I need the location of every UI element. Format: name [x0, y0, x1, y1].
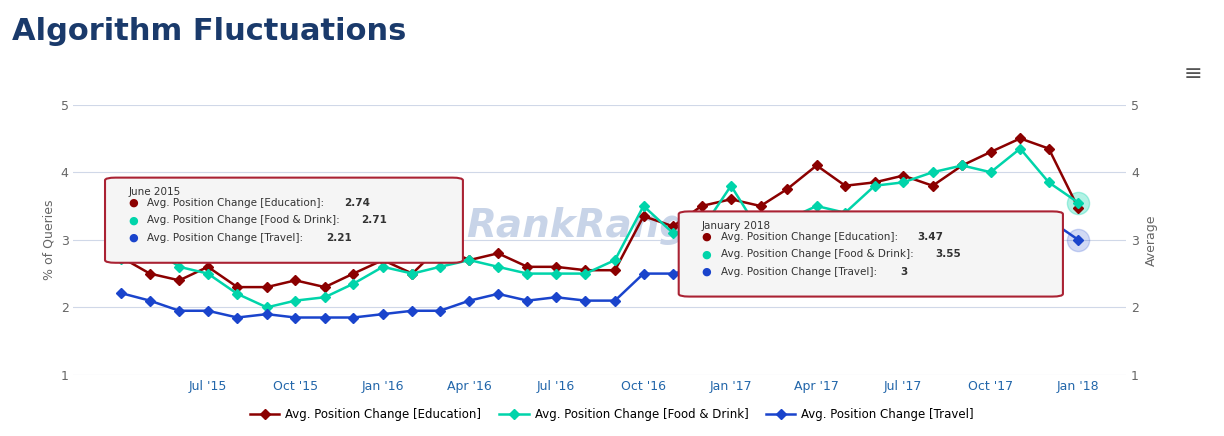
Text: 2.21: 2.21 [327, 233, 353, 243]
Y-axis label: % of Queries: % of Queries [42, 200, 55, 280]
Text: ≡: ≡ [1184, 64, 1203, 84]
Y-axis label: Average: Average [1144, 214, 1158, 266]
Text: Avg. Position Change [Food & Drink]:: Avg. Position Change [Food & Drink]: [721, 249, 917, 259]
Text: RankRanger: RankRanger [466, 207, 733, 245]
Text: Avg. Position Change [Education]:: Avg. Position Change [Education]: [147, 198, 328, 208]
Text: ●: ● [129, 233, 138, 243]
Text: 3: 3 [901, 267, 907, 277]
Text: Algorithm Fluctuations: Algorithm Fluctuations [12, 17, 406, 47]
Text: Avg. Position Change [Travel]:: Avg. Position Change [Travel]: [721, 267, 880, 277]
Text: ●: ● [701, 232, 711, 242]
Text: ●: ● [129, 198, 138, 208]
Text: Avg. Position Change [Travel]:: Avg. Position Change [Travel]: [147, 233, 306, 243]
Text: ●: ● [701, 267, 711, 277]
FancyBboxPatch shape [105, 177, 463, 263]
Text: January 2018: January 2018 [701, 221, 771, 231]
Text: ●: ● [701, 249, 711, 259]
Text: June 2015: June 2015 [129, 187, 180, 197]
Legend: Avg. Position Change [Education], Avg. Position Change [Food & Drink], Avg. Posi: Avg. Position Change [Education], Avg. P… [245, 403, 979, 426]
FancyBboxPatch shape [678, 211, 1062, 296]
Text: 2.74: 2.74 [344, 198, 370, 208]
Text: 2.71: 2.71 [361, 215, 387, 225]
Text: Avg. Position Change [Food & Drink]:: Avg. Position Change [Food & Drink]: [147, 215, 343, 225]
Text: ●: ● [129, 215, 138, 225]
Text: Avg. Position Change [Education]:: Avg. Position Change [Education]: [721, 232, 901, 242]
Text: 3.55: 3.55 [935, 249, 961, 259]
Text: 3.47: 3.47 [918, 232, 944, 242]
